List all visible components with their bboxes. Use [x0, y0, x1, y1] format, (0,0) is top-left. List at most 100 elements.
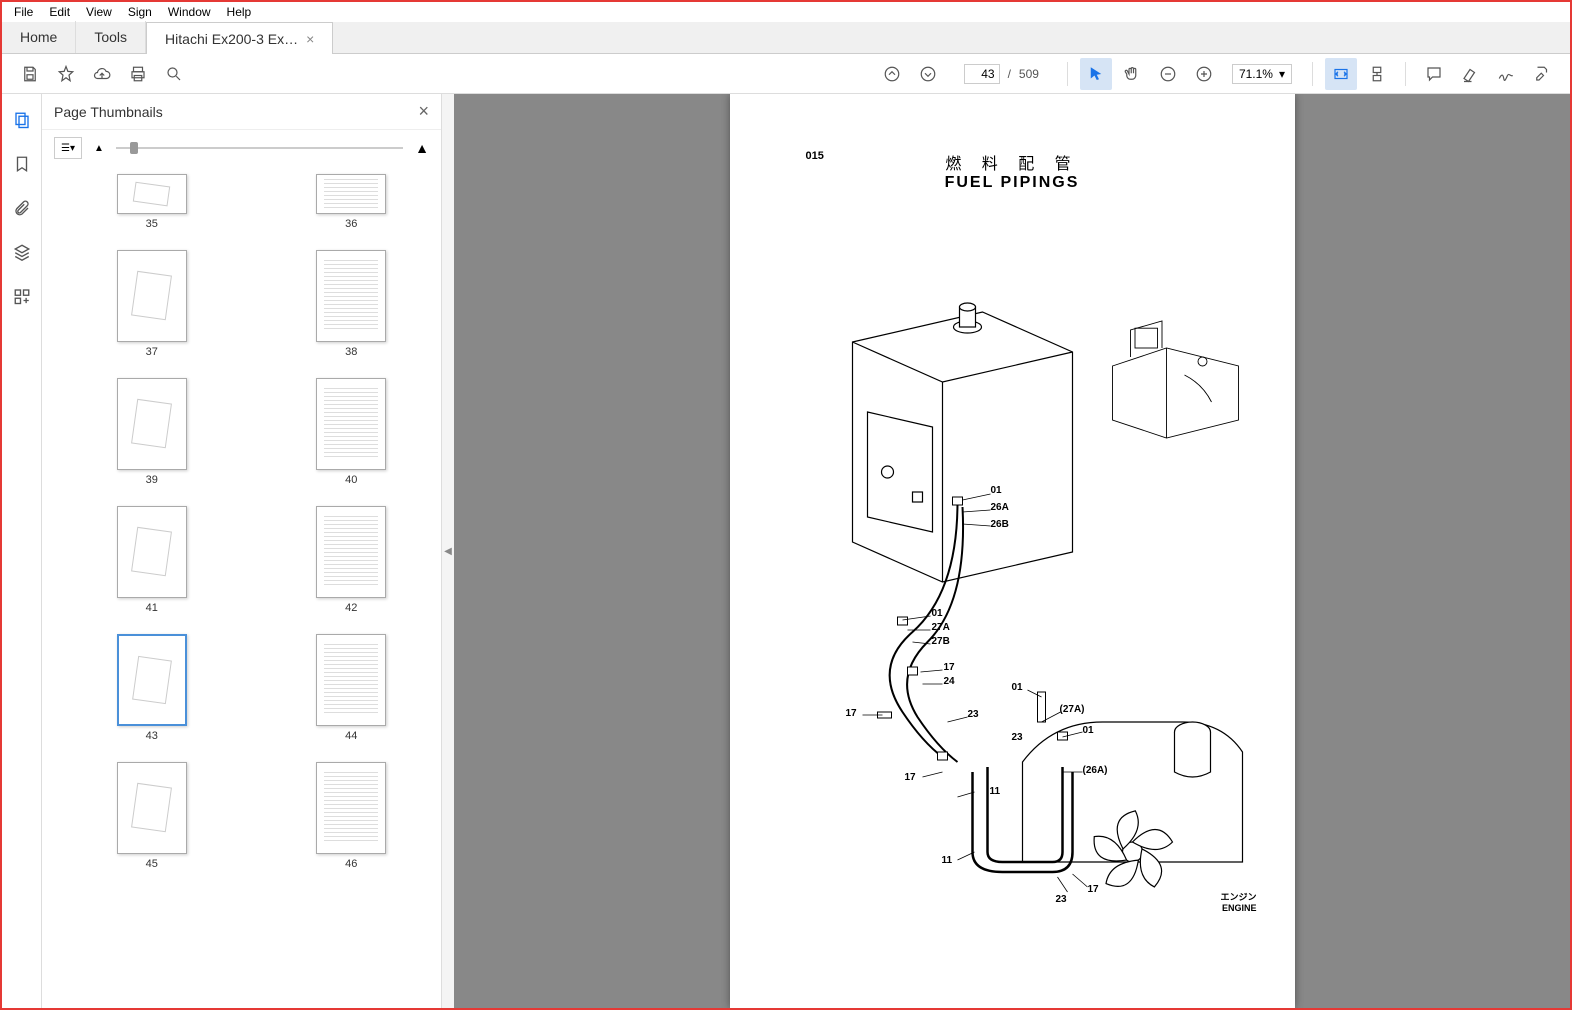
- page-title-en: FUEL PIPINGS: [760, 174, 1265, 192]
- thumbnail-item[interactable]: 45: [82, 762, 222, 870]
- thumbnail-options-dropdown[interactable]: ☰▾: [54, 137, 82, 159]
- thumbnail-page-number: 43: [146, 730, 158, 742]
- thumbnail-item[interactable]: 37: [82, 250, 222, 358]
- callout: 26B: [991, 519, 1009, 530]
- thumbnail-item[interactable]: 36: [282, 174, 422, 230]
- tab-tools-label: Tools: [94, 29, 127, 45]
- attachments-rail-icon[interactable]: [8, 194, 36, 222]
- thumbnail-preview: [117, 506, 187, 598]
- menu-edit[interactable]: Edit: [41, 3, 78, 21]
- thumbnail-item[interactable]: 41: [82, 506, 222, 614]
- page-separator: /: [1008, 67, 1011, 81]
- thumbnail-preview: [117, 378, 187, 470]
- thumbnail-page-number: 45: [146, 858, 158, 870]
- bookmarks-rail-icon[interactable]: [8, 150, 36, 178]
- scroll-mode-icon[interactable]: [1361, 58, 1393, 90]
- thumbnail-preview: [316, 506, 386, 598]
- thumbnail-page-number: 44: [345, 730, 357, 742]
- callout: 23: [1012, 732, 1023, 743]
- highlight-icon[interactable]: [1454, 58, 1486, 90]
- toolbar-separator: [1067, 62, 1068, 86]
- engine-label-en: ENGINE: [1220, 903, 1256, 914]
- menu-bar: File Edit View Sign Window Help: [2, 2, 1570, 22]
- thumbnail-preview: [117, 174, 187, 214]
- save-icon[interactable]: [14, 58, 46, 90]
- thumbnail-preview: [316, 634, 386, 726]
- thumbnail-item[interactable]: 43: [82, 634, 222, 742]
- callout: (27A): [1060, 704, 1085, 715]
- callout: (26A): [1083, 765, 1108, 776]
- chevron-down-icon: ▾: [1279, 67, 1285, 81]
- thumbnail-preview: [316, 174, 386, 214]
- page-down-icon[interactable]: [912, 58, 944, 90]
- thumbnail-page-number: 41: [146, 602, 158, 614]
- callout: 11: [990, 786, 1001, 797]
- thumbnail-item[interactable]: 39: [82, 378, 222, 486]
- menu-view[interactable]: View: [78, 3, 120, 21]
- thumbnail-preview: [316, 762, 386, 854]
- document-view[interactable]: 015 燃 料 配 管 FUEL PIPINGS: [454, 94, 1570, 1008]
- engine-label-jp: エンジン: [1220, 892, 1256, 903]
- menu-window[interactable]: Window: [160, 3, 219, 21]
- fuel-piping-diagram: [760, 212, 1265, 912]
- thumbnails-rail-icon[interactable]: [8, 106, 36, 134]
- thumbnail-preview: [117, 250, 187, 342]
- toolbar-separator: [1312, 62, 1313, 86]
- tab-close-icon[interactable]: ×: [306, 31, 314, 47]
- zoom-level-dropdown[interactable]: 71.1% ▾: [1232, 64, 1292, 84]
- menu-file[interactable]: File: [6, 3, 41, 21]
- callout: 23: [968, 709, 979, 720]
- thumbnail-item[interactable]: 38: [282, 250, 422, 358]
- tab-home-label: Home: [20, 29, 57, 45]
- page-up-icon[interactable]: [876, 58, 908, 90]
- cloud-upload-icon[interactable]: [86, 58, 118, 90]
- star-icon[interactable]: [50, 58, 82, 90]
- callout: 17: [905, 772, 916, 783]
- main-toolbar: / 509 71.1% ▾: [2, 54, 1570, 94]
- zoom-in-icon[interactable]: [1188, 58, 1220, 90]
- thumbnail-preview: [316, 378, 386, 470]
- engine-label: エンジン ENGINE: [1220, 892, 1256, 914]
- select-tool-icon[interactable]: [1080, 58, 1112, 90]
- zoom-out-icon[interactable]: [1152, 58, 1184, 90]
- callout: 01: [932, 608, 943, 619]
- edit-pdf-icon[interactable]: [1526, 58, 1558, 90]
- callout: 26A: [991, 502, 1009, 513]
- sign-icon[interactable]: [1490, 58, 1522, 90]
- menu-sign[interactable]: Sign: [120, 3, 160, 21]
- thumbnail-item[interactable]: 46: [282, 762, 422, 870]
- callout: 23: [1056, 894, 1067, 905]
- thumbnail-page-number: 36: [345, 218, 357, 230]
- tab-document[interactable]: Hitachi Ex200-3 Ex… ×: [146, 22, 333, 54]
- tab-home[interactable]: Home: [2, 21, 76, 53]
- thumbnail-item[interactable]: 40: [282, 378, 422, 486]
- tab-bar: Home Tools Hitachi Ex200-3 Ex… ×: [2, 22, 1570, 54]
- callout: 01: [1012, 682, 1023, 693]
- callout: 01: [991, 485, 1002, 496]
- close-panel-icon[interactable]: ×: [418, 101, 429, 122]
- thumbnail-page-number: 35: [146, 218, 158, 230]
- callout: 17: [1088, 884, 1099, 895]
- hand-tool-icon[interactable]: [1116, 58, 1148, 90]
- thumbnail-item[interactable]: 44: [282, 634, 422, 742]
- search-icon[interactable]: [158, 58, 190, 90]
- comment-icon[interactable]: [1418, 58, 1450, 90]
- tab-tools[interactable]: Tools: [76, 21, 146, 53]
- more-rail-icon[interactable]: [8, 282, 36, 310]
- callout: 17: [944, 662, 955, 673]
- fit-width-icon[interactable]: [1325, 58, 1357, 90]
- thumbnail-item[interactable]: 42: [282, 506, 422, 614]
- thumbnail-size-slider[interactable]: [116, 147, 403, 149]
- thumbnail-item[interactable]: 35: [82, 174, 222, 230]
- print-icon[interactable]: [122, 58, 154, 90]
- thumbnails-tools: ☰▾ ▲ ▲: [42, 130, 441, 166]
- layers-rail-icon[interactable]: [8, 238, 36, 266]
- left-rail: [2, 94, 42, 1008]
- menu-help[interactable]: Help: [219, 3, 260, 21]
- zoom-value: 71.1%: [1239, 67, 1273, 81]
- collapse-panel-handle[interactable]: ◀: [442, 94, 454, 1008]
- thumbnail-page-number: 39: [146, 474, 158, 486]
- callout: 27A: [932, 622, 950, 633]
- current-page-input[interactable]: [964, 64, 1000, 84]
- thumbnails-grid[interactable]: 35 36 37 38 39 40 41 42 43 44 45 46: [42, 166, 441, 1008]
